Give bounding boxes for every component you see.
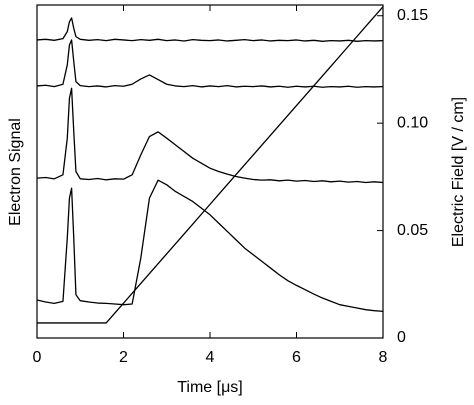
y2-tick-label: 0.15 xyxy=(397,7,428,24)
y2-tick-label: 0.05 xyxy=(397,222,428,239)
series-line xyxy=(36,179,384,313)
series-line xyxy=(36,39,384,88)
x-tick-label: 6 xyxy=(292,349,301,366)
y2-tick-label: 0 xyxy=(397,329,406,346)
y2-tick-label: 0.10 xyxy=(397,114,428,131)
x-tick-label: 0 xyxy=(33,349,42,366)
plot-frame xyxy=(36,4,384,339)
series-line xyxy=(36,87,384,184)
series-line xyxy=(36,17,384,42)
y-axis-label: Electron Signal xyxy=(7,118,24,226)
x-tick-label: 2 xyxy=(119,349,128,366)
series-line xyxy=(37,6,384,324)
y2-axis-label: Electric Field [V / cm] xyxy=(450,97,467,247)
x-tick-label: 8 xyxy=(379,349,388,366)
x-axis-label: Time [μs] xyxy=(177,379,243,396)
x-tick-label: 4 xyxy=(206,349,215,366)
